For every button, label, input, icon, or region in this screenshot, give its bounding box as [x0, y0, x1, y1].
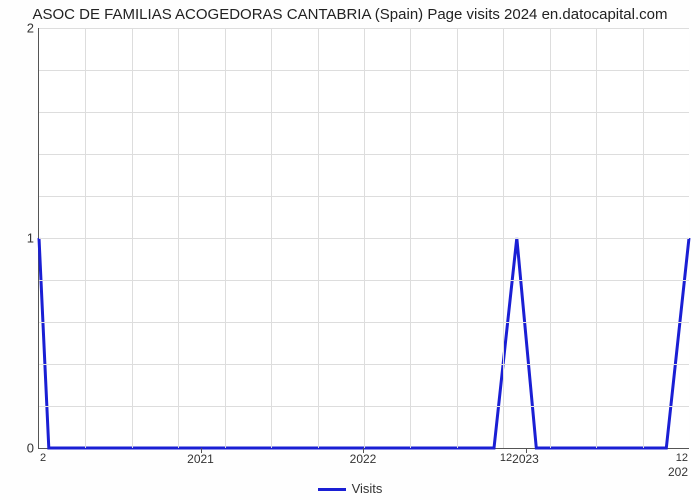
ytick-label: 2	[6, 21, 34, 36]
vgrid	[503, 28, 504, 448]
xtick-label-12-right: 12	[676, 452, 688, 464]
vgrid	[132, 28, 133, 448]
xtick-label-edge-right: 202	[668, 465, 688, 479]
vgrid	[457, 28, 458, 448]
vgrid	[178, 28, 179, 448]
vgrid	[643, 28, 644, 448]
vgrid	[85, 28, 86, 448]
xtick-label-edge-left: 2	[40, 452, 46, 464]
xtick-label-year: 2022	[350, 452, 377, 466]
xtick-mark	[201, 448, 202, 453]
legend-swatch	[318, 488, 346, 491]
xtick-label-12: 12	[500, 452, 512, 464]
vgrid	[364, 28, 365, 448]
vgrid	[271, 28, 272, 448]
plot-area	[38, 28, 689, 449]
ytick-label: 0	[6, 441, 34, 456]
legend: Visits	[0, 481, 700, 496]
ytick-label: 1	[6, 231, 34, 246]
xtick-mark	[526, 448, 527, 453]
vgrid	[225, 28, 226, 448]
xtick-label-year: 2021	[187, 452, 214, 466]
legend-label: Visits	[352, 481, 383, 496]
xtick-mark	[363, 448, 364, 453]
vgrid	[318, 28, 319, 448]
vgrid	[410, 28, 411, 448]
vgrid	[550, 28, 551, 448]
chart-title: ASOC DE FAMILIAS ACOGEDORAS CANTABRIA (S…	[0, 6, 700, 23]
vgrid	[596, 28, 597, 448]
xtick-label-year: 2023	[512, 452, 539, 466]
